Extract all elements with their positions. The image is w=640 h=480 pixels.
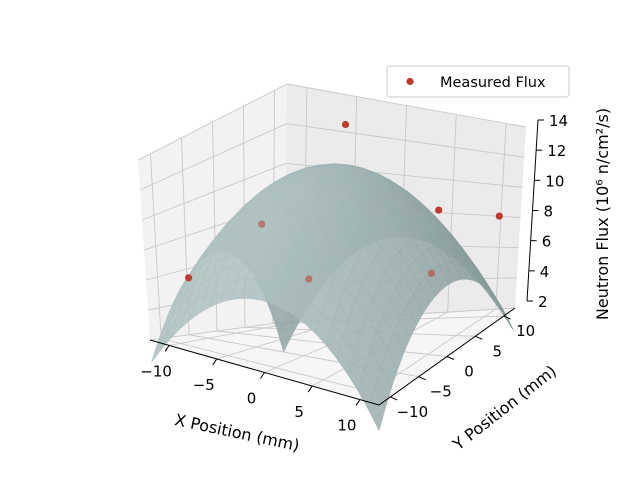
surface-facet: [368, 387, 386, 432]
data-point-7: [495, 212, 503, 220]
gridline-z-left: [137, 83, 288, 161]
y-tick-mark: [446, 356, 455, 360]
y-tick-mark: [475, 335, 483, 340]
data-point-6: [427, 269, 435, 277]
x-tick-mark: [212, 358, 218, 366]
data-points: [185, 120, 503, 283]
x-tick-label: 5: [294, 403, 304, 421]
gridline-z-left: [139, 123, 287, 191]
legend-marker-measured-flux: [406, 77, 414, 86]
gridline-z-left: [141, 162, 287, 221]
z-tick-label: 2: [538, 293, 548, 311]
y-tick-mark: [418, 376, 426, 381]
y-tick-mark: [390, 396, 398, 401]
legend: Measured Flux: [386, 65, 570, 98]
data-point-3: [341, 120, 350, 129]
y-tick-label: 0: [464, 363, 474, 381]
x-axis-label: X Position (mm): [173, 410, 301, 455]
y-tick-label: 10: [516, 322, 535, 340]
z-tick-label: 4: [540, 263, 550, 281]
data-point-5: [435, 206, 443, 214]
z-tick-label: 14: [549, 112, 568, 130]
z-tick-label: 10: [545, 172, 564, 190]
x-tick-mark: [355, 399, 361, 406]
data-point-2: [258, 220, 266, 228]
x-tick-label: 10: [337, 417, 356, 435]
z-axis-label: Neutron Flux (10⁶ n/cm²/s): [593, 108, 612, 320]
x-tick-mark: [164, 345, 170, 352]
x-tick-label: −5: [193, 376, 215, 394]
x-tick-mark: [307, 385, 313, 393]
x-tick-mark: [260, 372, 265, 379]
y-tick-label: −10: [396, 403, 428, 421]
z-tick-label: 12: [547, 142, 566, 160]
y-tick-label: 5: [493, 342, 503, 360]
y-tick-mark: [503, 315, 511, 320]
legend-box: [386, 65, 570, 98]
gridline-z-back: [286, 123, 525, 158]
data-point-4: [305, 275, 313, 283]
gridline-z-back: [286, 83, 527, 128]
gridline-y-floor: [161, 338, 391, 398]
z-tick-label: 6: [542, 233, 552, 251]
legend-label-measured-flux: Measured Flux: [440, 75, 546, 91]
y-tick-label: −5: [430, 383, 452, 401]
x-tick-label: −10: [140, 362, 172, 380]
fitted-surface: [151, 163, 514, 432]
x-tick-label: 0: [247, 390, 257, 408]
z-tick-label: 8: [544, 203, 554, 221]
data-point-1: [185, 274, 193, 282]
